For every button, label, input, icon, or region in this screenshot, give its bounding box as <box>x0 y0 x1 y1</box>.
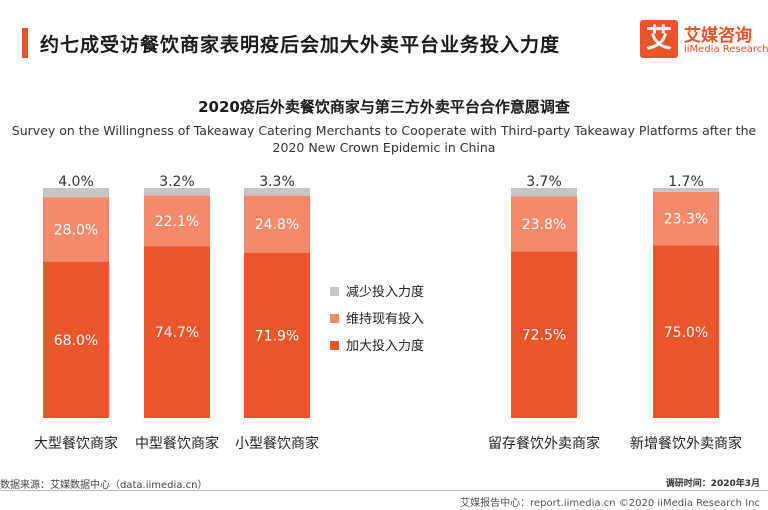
bar-maintain <box>244 195 310 253</box>
survey-date-note: 调研时间：2020年3月 <box>665 479 760 489</box>
data-label-decrease: 3.2% <box>159 174 195 190</box>
data-label-increase: 72.5% <box>522 328 566 344</box>
bar-increase <box>511 251 577 418</box>
data-label-increase: 74.7% <box>155 325 199 341</box>
report-center-credit: 艾媒报告中心：report.iimedia.cn ©2020 iiMedia R… <box>460 498 760 509</box>
legend-swatch-decrease <box>330 287 339 296</box>
data-source-note: 数据来源：艾媒数据中心（data.iimedia.cn） <box>0 480 208 491</box>
legend-swatch-maintain <box>330 314 339 323</box>
chart-subtitle: Survey on the Willingness of Takeaway Ca… <box>11 123 757 155</box>
data-label-decrease: 3.3% <box>259 174 295 190</box>
data-label-decrease: 4.0% <box>58 174 94 190</box>
bar-decrease <box>244 188 310 196</box>
bar-maintain <box>144 195 210 247</box>
x-tick-label: 新增餐饮外卖商家 <box>630 435 742 452</box>
x-tick-label: 大型餐饮商家 <box>34 435 118 452</box>
data-label-maintain: 22.1% <box>155 214 199 230</box>
bar-increase <box>43 261 109 418</box>
legend-label: 加大投入力度 <box>346 338 424 354</box>
bar-maintain <box>511 196 577 252</box>
data-label-increase: 71.9% <box>255 328 299 344</box>
footer-divider <box>0 490 768 491</box>
data-label-maintain: 24.8% <box>255 217 299 233</box>
data-label-decrease: 1.7% <box>668 174 704 190</box>
bar-decrease <box>511 188 577 197</box>
data-label-increase: 75.0% <box>664 325 708 341</box>
chart-title: 2020疫后外卖餐饮商家与第三方外卖平台合作意愿调查 <box>198 98 570 116</box>
bar-maintain <box>43 197 109 262</box>
bar-increase <box>144 246 210 418</box>
data-label-decrease: 3.7% <box>526 174 562 190</box>
title-accent-bar <box>22 28 28 58</box>
logo-name-cn: 艾媒咨询 <box>684 26 752 46</box>
logo-mark-icon: 艾 <box>640 20 678 58</box>
x-tick-label: 中型餐饮商家 <box>135 435 219 452</box>
legend-swatch-increase <box>330 341 339 350</box>
bar-increase <box>244 252 310 418</box>
bar-decrease <box>43 188 109 198</box>
data-label-maintain: 23.3% <box>664 212 708 228</box>
legend-label: 减少投入力度 <box>346 284 424 300</box>
data-label-increase: 68.0% <box>54 333 98 349</box>
page-title: 约七成受访餐饮商家表明疫后会加大外卖平台业务投入力度 <box>40 34 561 56</box>
data-label-maintain: 28.0% <box>54 222 98 238</box>
bar-decrease <box>653 188 719 192</box>
x-tick-label: 小型餐饮商家 <box>235 435 319 452</box>
logo-name-en: iiMedia Research <box>684 44 768 55</box>
x-tick-label: 留存餐饮外卖商家 <box>488 435 600 452</box>
data-label-maintain: 23.8% <box>522 217 566 233</box>
legend-label: 维持现有投入 <box>346 311 424 327</box>
bar-decrease <box>144 188 210 196</box>
brand-logo: 艾 艾媒咨询 iiMedia Research <box>640 20 768 60</box>
bar-maintain <box>653 191 719 246</box>
bar-increase <box>653 245 719 418</box>
